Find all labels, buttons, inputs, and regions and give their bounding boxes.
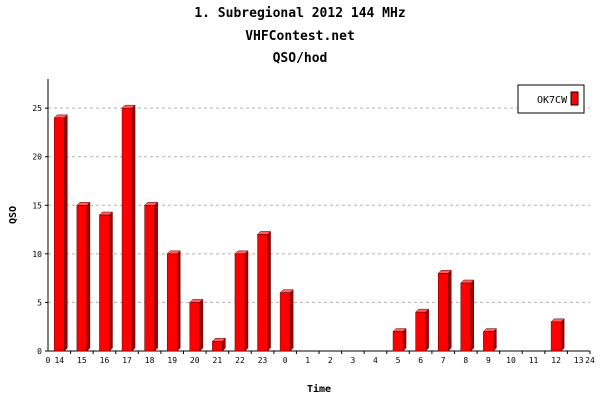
bar: [257, 234, 268, 352]
x-axis-start-label: 0: [46, 356, 51, 365]
x-tick-label: 2: [328, 356, 333, 365]
bar-side: [470, 279, 475, 352]
bar: [234, 253, 246, 352]
bar: [460, 282, 472, 352]
x-tick-label: 1: [305, 356, 310, 365]
bar-side: [425, 308, 429, 352]
bar-side: [176, 250, 181, 352]
bar: [392, 331, 404, 352]
bar-side: [109, 211, 113, 352]
legend-swatch: [570, 91, 579, 106]
x-tick-label: 11: [529, 356, 539, 365]
y-tick-label: 0: [37, 347, 42, 356]
bar-side: [244, 250, 249, 352]
bar-side: [289, 289, 294, 352]
bar: [76, 205, 88, 352]
x-tick-label: 3: [350, 356, 355, 365]
x-tick-label: 9: [486, 356, 491, 365]
bar-side: [447, 269, 452, 352]
x-tick-label: 22: [235, 356, 245, 365]
x-tick-label: 5: [396, 356, 401, 365]
legend-box: [517, 84, 585, 114]
x-axis-end-label: 24: [585, 356, 595, 365]
chart-site: VHFContest.net: [245, 29, 355, 44]
bar: [189, 302, 201, 352]
x-tick-label: 12: [551, 356, 561, 365]
x-tick-label: 21: [213, 356, 223, 365]
bar-side: [154, 201, 158, 352]
bar: [279, 292, 291, 352]
bar: [54, 117, 65, 352]
chart-subtitle: QSO/hod: [272, 51, 328, 66]
bar: [437, 273, 449, 352]
x-tick-label: 0: [283, 356, 288, 365]
y-tick-label: 20: [32, 153, 42, 162]
x-tick-label: 13: [574, 356, 584, 365]
bar-side: [267, 230, 271, 352]
bar-side: [493, 327, 497, 352]
bar-side: [402, 327, 407, 352]
bar: [99, 214, 110, 352]
bar-side: [131, 104, 136, 352]
x-tick-label: 7: [441, 356, 446, 365]
x-tick-label: 17: [122, 356, 132, 365]
x-tick-label: 6: [418, 356, 423, 365]
bar-side: [199, 298, 204, 352]
legend-label: OK7CW: [537, 95, 568, 106]
x-tick-label: 8: [463, 356, 468, 365]
x-axis-title: Time: [307, 383, 331, 395]
y-tick-label: 5: [37, 298, 42, 307]
y-tick-label: 15: [32, 201, 42, 210]
x-tick-label: 20: [190, 356, 200, 365]
x-tick-label: 4: [373, 356, 378, 365]
bar: [212, 341, 223, 352]
chart-title: 1. Subregional 2012 144 MHz: [194, 6, 406, 21]
x-tick-label: 23: [258, 356, 268, 365]
x-tick-label: 15: [77, 356, 87, 365]
bar-side: [560, 318, 565, 352]
bar: [144, 205, 155, 352]
x-tick-label: 18: [145, 356, 155, 365]
y-axis-title: QSO: [8, 206, 19, 224]
bar: [550, 321, 562, 352]
y-tick-label: 10: [32, 250, 42, 259]
x-tick-label: 10: [506, 356, 516, 365]
bar-side: [64, 114, 68, 352]
bar-side: [86, 201, 91, 352]
x-tick-label: 19: [167, 356, 177, 365]
bar: [166, 253, 178, 352]
bar: [415, 311, 426, 352]
bar: [121, 107, 133, 352]
x-tick-label: 14: [54, 356, 64, 365]
y-tick-label: 25: [32, 104, 42, 113]
bar: [483, 331, 494, 352]
x-tick-label: 16: [100, 356, 110, 365]
